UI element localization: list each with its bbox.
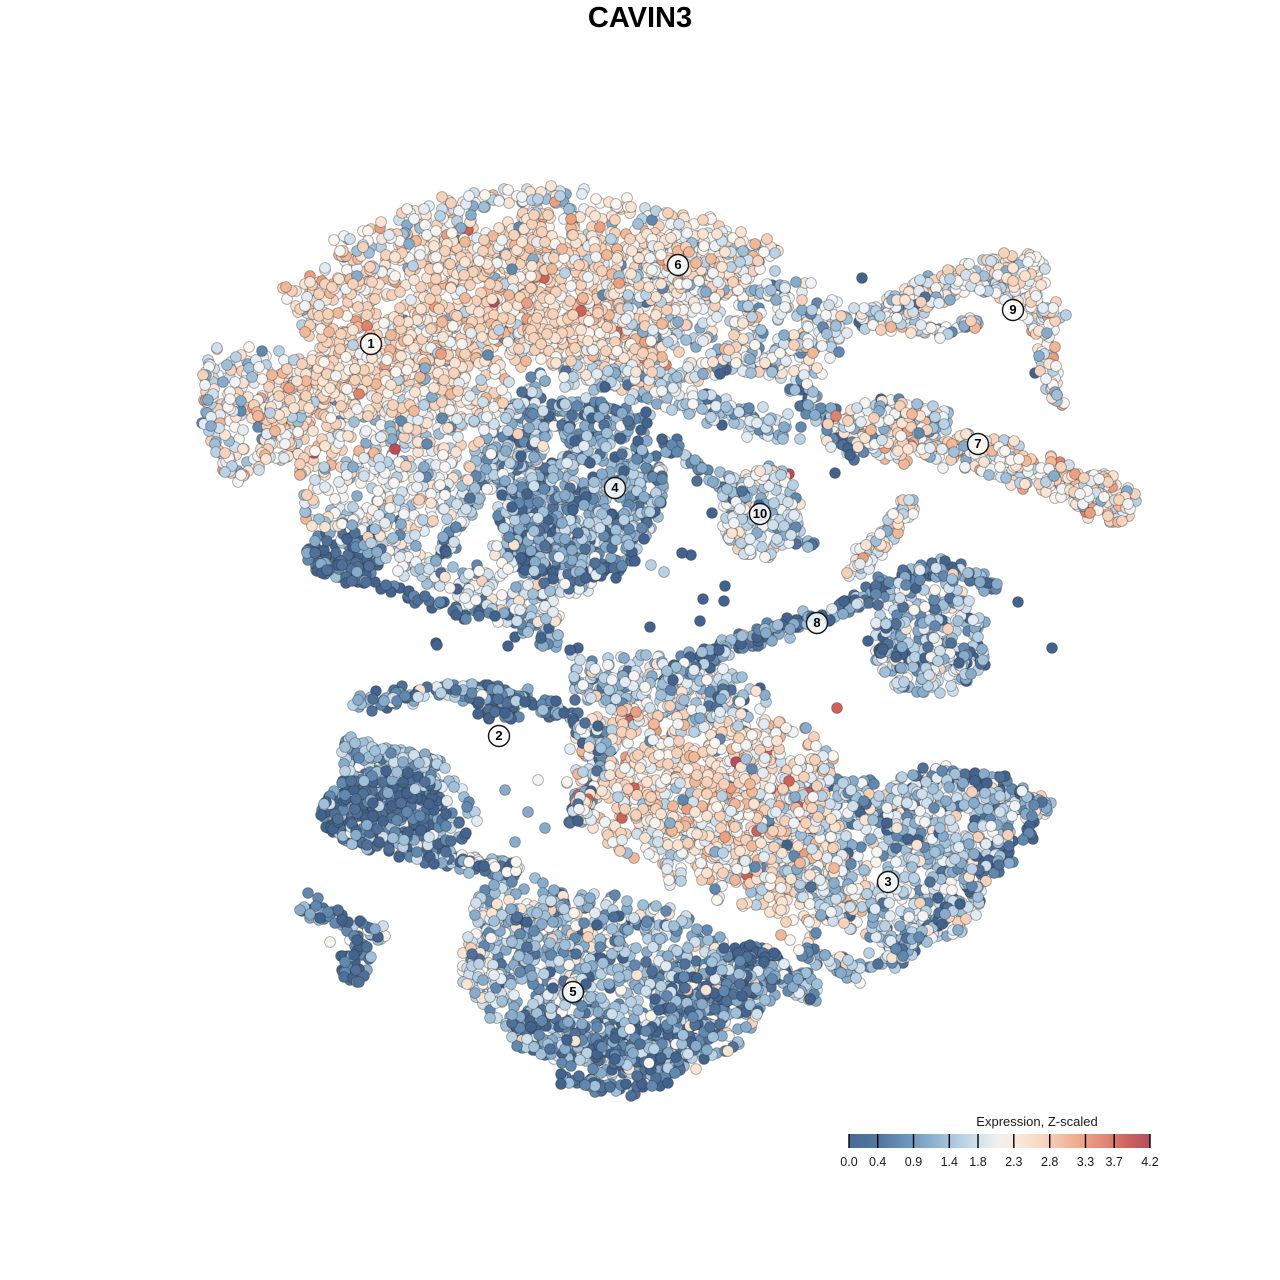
svg-text:CAVIN3: CAVIN3 [588,2,692,34]
